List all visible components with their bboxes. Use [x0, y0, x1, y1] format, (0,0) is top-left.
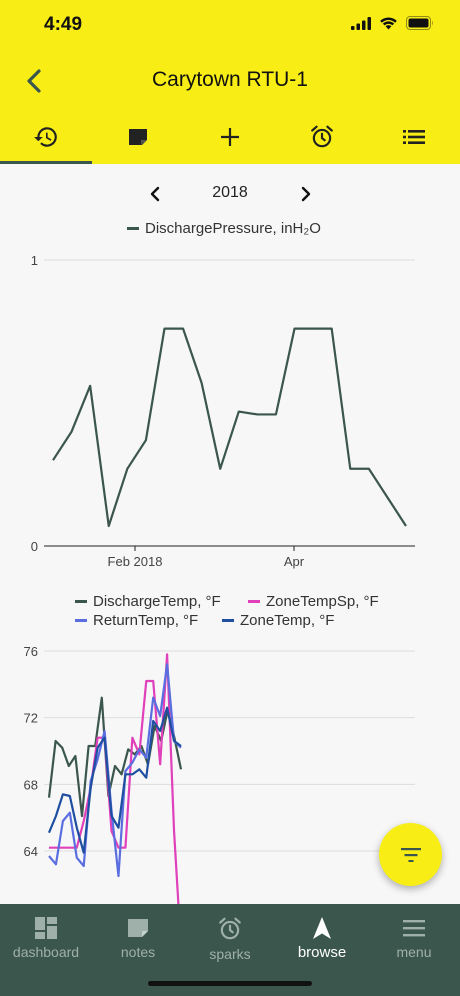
legend-discharge-pressure[interactable]: DischargePressure, inH₂O [127, 220, 321, 237]
page-title: Carytown RTU-1 [152, 68, 308, 91]
battery-icon [406, 16, 433, 30]
chart-content: 2018 DischargePressure, inH₂O 0 1 Feb 2018… [0, 164, 460, 904]
nav-label: dashboard [12, 944, 80, 960]
y-tick-label: 0 [31, 539, 38, 554]
nav-dashboard[interactable]: dashboard [0, 904, 92, 996]
year-label: 2018 [212, 184, 248, 201]
sparks-icon [219, 917, 241, 940]
x-tick-label: Apr [284, 554, 305, 569]
bottom-nav: dashboard notes sparks browse menu [0, 904, 460, 996]
series-line-discharge-pressure [52, 327, 407, 528]
previous-year-button[interactable] [144, 183, 166, 205]
y-tick-label: 64 [24, 844, 38, 859]
browse-icon [313, 917, 331, 939]
year-navigator: 2018 [0, 181, 460, 207]
legend-label: DischargeTemp, °F [93, 593, 221, 610]
y-tick-label: 1 [31, 253, 38, 268]
series-line-zonetemp [47, 706, 182, 854]
legend-swatch [248, 600, 260, 603]
notes-icon [128, 919, 148, 937]
tab-bar [0, 110, 460, 164]
legend-label: ZoneTempSp, °F [266, 593, 379, 610]
nav-sparks[interactable]: sparks [184, 904, 276, 996]
nav-menu[interactable]: menu [368, 904, 460, 996]
filter-icon [400, 847, 421, 862]
history-icon [34, 127, 57, 147]
x-tick-label: Feb 2018 [108, 554, 163, 569]
home-indicator [148, 981, 312, 986]
status-time: 4:49 [44, 14, 83, 35]
nav-label: notes [120, 944, 156, 960]
nav-label: browse [297, 944, 347, 961]
legend-label: ZoneTemp, °F [240, 612, 335, 629]
alarm-icon [311, 125, 333, 148]
legend-zone-temp[interactable]: ZoneTemp, °F [222, 612, 334, 629]
dashboard-icon [35, 917, 57, 939]
note-icon [129, 129, 147, 145]
legend-label: ReturnTemp, °F [93, 612, 199, 629]
nav-label: sparks [209, 946, 251, 962]
add-icon [221, 128, 239, 146]
nav-browse[interactable]: browse [276, 904, 368, 996]
filter-button[interactable] [379, 823, 442, 886]
signal-icon [351, 16, 371, 30]
legend-swatch [75, 619, 87, 622]
legend-discharge-temp[interactable]: DischargeTemp, °F [75, 593, 221, 610]
legend-swatch [222, 619, 234, 622]
chevron-right-icon [301, 186, 311, 202]
list-icon [403, 130, 425, 144]
next-year-button[interactable] [295, 183, 317, 205]
legend-swatch [127, 227, 139, 230]
series-line-zonetempsp [49, 653, 180, 904]
y-tick-label: 72 [24, 711, 38, 726]
series-line-returntemp [48, 663, 182, 878]
legend-return-temp[interactable]: ReturnTemp, °F [75, 612, 198, 629]
chevron-left-icon [150, 186, 160, 202]
back-button[interactable] [20, 66, 48, 96]
tab-list[interactable] [368, 110, 460, 164]
series-line-dischargetemp [47, 696, 183, 818]
menu-icon [403, 920, 425, 937]
y-tick-label: 76 [24, 644, 38, 659]
tab-indicator [0, 161, 92, 164]
wifi-icon [380, 17, 397, 30]
back-arrow-icon [27, 69, 41, 93]
nav-notes[interactable]: notes [92, 904, 184, 996]
temperature-chart: 76 72 68 64 [24, 644, 415, 904]
legend-swatch [75, 600, 87, 603]
status-bar: 4:49 [0, 0, 460, 52]
legend-zone-temp-sp[interactable]: ZoneTempSp, °F [248, 593, 379, 610]
tab-notes[interactable] [92, 110, 184, 164]
status-icons [351, 16, 434, 30]
tab-history[interactable] [0, 110, 92, 164]
app-bar: Carytown RTU-1 [0, 52, 460, 110]
tab-add[interactable] [184, 110, 276, 164]
nav-label: menu [396, 944, 432, 960]
legend-label: DischargePressure, inH₂O [145, 220, 321, 237]
discharge-pressure-chart: 0 1 Feb 2018 Apr [31, 253, 415, 569]
y-tick-label: 68 [24, 777, 38, 792]
tab-alarms[interactable] [276, 110, 368, 164]
